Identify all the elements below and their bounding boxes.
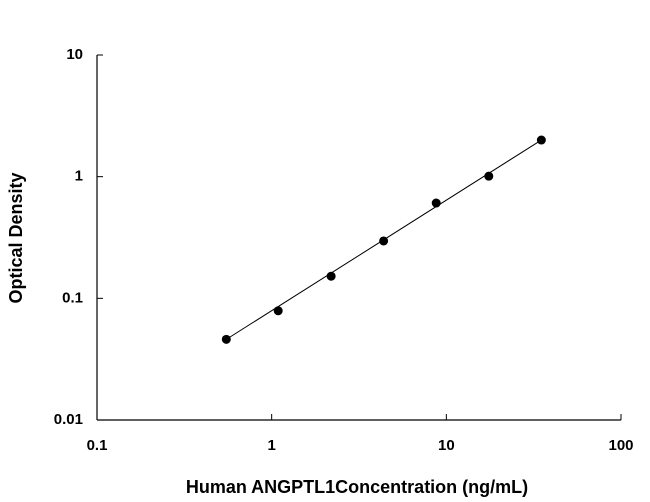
- data-point: [379, 236, 389, 246]
- x-axis-title: Human ANGPTL1Concentration (ng/mL): [186, 477, 528, 497]
- y-tick-label: 1: [75, 168, 83, 185]
- data-point: [273, 306, 283, 316]
- y-axis-title: Optical Density: [6, 172, 26, 303]
- y-tick-label: 10: [66, 46, 83, 63]
- x-tick-label: 10: [438, 437, 455, 454]
- data-point: [221, 334, 231, 344]
- data-point: [484, 171, 494, 181]
- data-point: [536, 135, 546, 145]
- data-point: [431, 198, 441, 208]
- x-tick-label: 0.1: [87, 437, 108, 454]
- y-tick-label: 0.1: [62, 289, 83, 306]
- x-tick-label: 100: [608, 437, 633, 454]
- y-tick-label: 0.01: [54, 411, 83, 428]
- data-point: [326, 271, 336, 281]
- x-tick-label: 1: [267, 437, 275, 454]
